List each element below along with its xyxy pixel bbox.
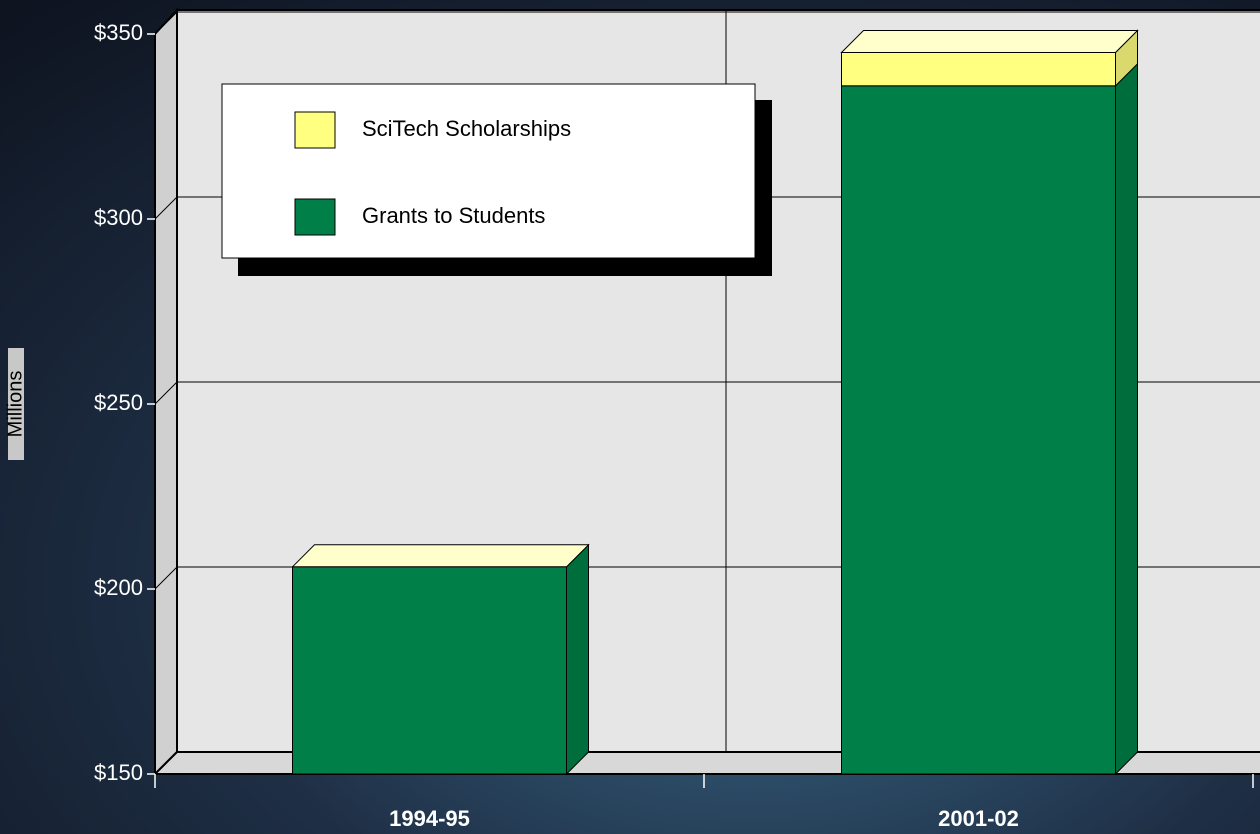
bar-side — [1115, 62, 1138, 776]
legend: SciTech Scholarships Grants to Students — [221, 83, 772, 276]
bar-top — [291, 544, 590, 568]
y-label-bg — [8, 348, 24, 460]
y-tick-label: $300 — [94, 205, 143, 230]
legend-label: Grants to Students — [362, 203, 545, 228]
grid-line-side — [154, 11, 178, 35]
y-tick-label: $150 — [94, 760, 143, 785]
bar-side — [566, 543, 589, 776]
y-tick-label: $250 — [94, 390, 143, 415]
x-tick-label: 1994-95 — [389, 806, 470, 831]
y-axis-label: Millions — [4, 371, 26, 438]
grid-line-side — [154, 381, 178, 405]
y-tick-label: $350 — [94, 20, 143, 45]
bar-segment — [841, 52, 1116, 87]
grid-line-side — [154, 196, 178, 220]
y-tick-label: $200 — [94, 575, 143, 600]
side-wall — [154, 7, 178, 777]
bar-segment — [292, 566, 567, 775]
bar-segment — [841, 85, 1116, 775]
legend-swatch — [294, 111, 336, 149]
x-tick-label: 2001-02 — [938, 806, 1019, 831]
legend-swatch — [294, 198, 336, 236]
grid-line-side — [154, 751, 178, 775]
grid-line-side — [154, 566, 178, 590]
bar-top — [840, 30, 1139, 53]
legend-label: SciTech Scholarships — [362, 116, 571, 141]
